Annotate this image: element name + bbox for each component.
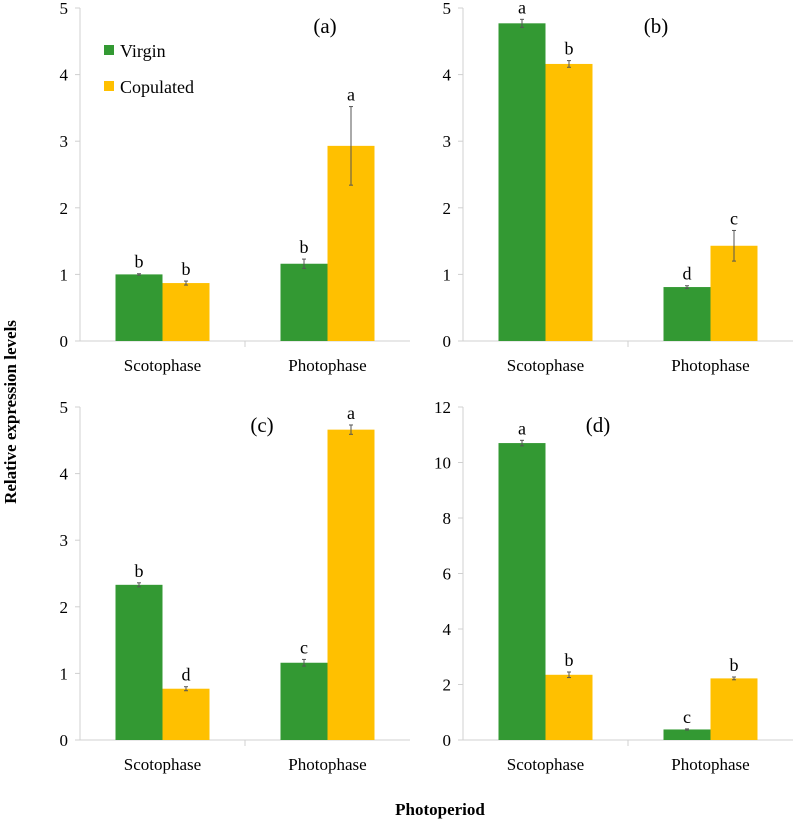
y-axis-label: Relative expression levels bbox=[1, 320, 20, 504]
panel-label: (c) bbox=[250, 413, 273, 437]
bar-copulated bbox=[710, 678, 758, 740]
bar-virgin bbox=[498, 23, 546, 342]
panel-label: (d) bbox=[586, 413, 611, 437]
panel-label: (b) bbox=[644, 14, 669, 38]
significance-letter: b bbox=[565, 39, 574, 59]
significance-letter: a bbox=[347, 403, 355, 423]
y-tick-label: 3 bbox=[60, 531, 69, 550]
x-tick-label: Scotophase bbox=[507, 356, 584, 375]
y-tick-label: 6 bbox=[443, 565, 452, 584]
x-tick-label: Photophase bbox=[288, 755, 366, 774]
significance-letter: b bbox=[182, 259, 191, 279]
y-tick-label: 2 bbox=[443, 676, 452, 695]
legend-swatch-virgin bbox=[104, 45, 114, 55]
bar-virgin bbox=[498, 443, 546, 740]
significance-letter: b bbox=[135, 252, 144, 272]
y-tick-label: 4 bbox=[443, 66, 452, 85]
bar-virgin bbox=[280, 662, 328, 740]
y-tick-label: 5 bbox=[60, 0, 69, 18]
y-tick-label: 12 bbox=[434, 398, 451, 417]
y-tick-label: 4 bbox=[443, 620, 452, 639]
x-tick-label: Photophase bbox=[288, 356, 366, 375]
significance-letter: a bbox=[518, 0, 526, 17]
y-tick-label: 3 bbox=[443, 132, 452, 151]
y-tick-label: 2 bbox=[60, 199, 69, 218]
y-tick-label: 1 bbox=[60, 265, 69, 284]
y-tick-label: 2 bbox=[443, 199, 452, 218]
bar-virgin bbox=[115, 584, 163, 740]
significance-letter: b bbox=[300, 237, 309, 257]
y-tick-label: 10 bbox=[434, 454, 451, 473]
x-tick-label: Scotophase bbox=[124, 755, 201, 774]
legend-swatch-copulated bbox=[104, 81, 114, 91]
significance-letter: a bbox=[518, 418, 526, 438]
bar-copulated bbox=[545, 674, 593, 740]
significance-letter: b bbox=[565, 650, 574, 670]
y-tick-label: 1 bbox=[443, 265, 452, 284]
bar-virgin bbox=[115, 274, 163, 341]
x-tick-label: Scotophase bbox=[507, 755, 584, 774]
y-tick-label: 0 bbox=[60, 731, 69, 750]
y-tick-label: 0 bbox=[443, 332, 452, 351]
bar-copulated bbox=[162, 688, 210, 740]
significance-letter: c bbox=[683, 707, 691, 727]
x-tick-label: Photophase bbox=[671, 755, 749, 774]
legend-label: Copulated bbox=[120, 77, 194, 97]
bar-copulated bbox=[710, 245, 758, 341]
y-tick-label: 5 bbox=[443, 0, 452, 18]
x-tick-label: Photophase bbox=[671, 356, 749, 375]
x-axis-label: Photoperiod bbox=[395, 800, 485, 819]
y-tick-label: 5 bbox=[60, 398, 69, 417]
y-tick-label: 2 bbox=[60, 598, 69, 617]
y-tick-label: 8 bbox=[443, 509, 452, 528]
y-tick-label: 0 bbox=[60, 332, 69, 351]
significance-letter: c bbox=[730, 208, 738, 228]
bar-virgin bbox=[280, 263, 328, 341]
bar-copulated bbox=[545, 63, 593, 341]
y-tick-label: 0 bbox=[443, 731, 452, 750]
x-tick-label: Scotophase bbox=[124, 356, 201, 375]
bar-virgin bbox=[663, 287, 711, 341]
bar-copulated bbox=[327, 429, 375, 740]
significance-letter: b bbox=[730, 655, 739, 675]
bar-copulated bbox=[162, 283, 210, 341]
y-tick-label: 1 bbox=[60, 664, 69, 683]
legend-label: Virgin bbox=[120, 41, 166, 61]
significance-letter: d bbox=[683, 264, 692, 284]
bar-virgin bbox=[663, 729, 711, 740]
y-tick-label: 3 bbox=[60, 132, 69, 151]
significance-letter: d bbox=[182, 665, 191, 685]
panel-label: (a) bbox=[313, 14, 336, 38]
significance-letter: b bbox=[135, 561, 144, 581]
y-tick-label: 4 bbox=[60, 66, 69, 85]
significance-letter: a bbox=[347, 85, 355, 105]
significance-letter: c bbox=[300, 637, 308, 657]
y-tick-label: 4 bbox=[60, 465, 69, 484]
